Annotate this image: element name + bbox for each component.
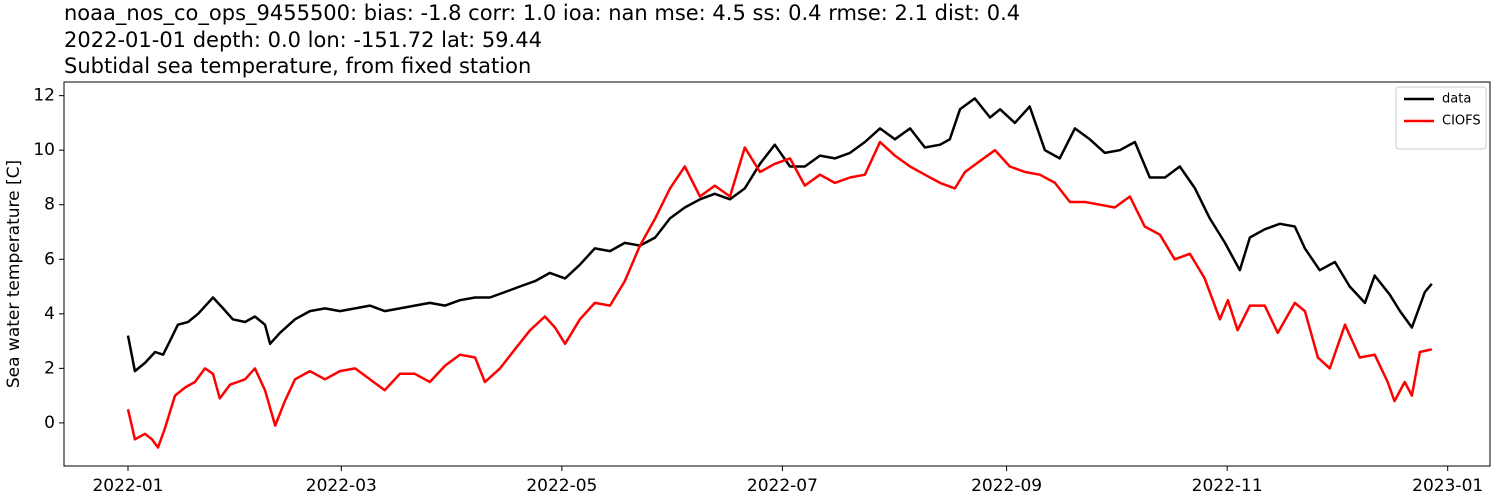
x-tick-label: 2022-09 bbox=[971, 476, 1042, 496]
legend-label: data bbox=[1442, 92, 1471, 107]
plot-frame bbox=[63, 81, 1491, 467]
data-line bbox=[126, 97, 1433, 373]
chart-subtitle: 2022-01-01 depth: 0.0 lon: -151.72 lat: … bbox=[64, 28, 542, 52]
y-tick-label: 10 bbox=[33, 140, 55, 160]
y-tick-label: 4 bbox=[44, 304, 55, 324]
data-line bbox=[126, 140, 1433, 449]
x-tick-label: 2022-03 bbox=[306, 476, 377, 496]
x-tick-label: 2022-05 bbox=[526, 476, 597, 496]
y-tick-label: 8 bbox=[44, 195, 55, 215]
chart-subtitle: Subtidal sea temperature, from fixed sta… bbox=[64, 54, 531, 78]
x-tick-label: 2023-01 bbox=[1412, 476, 1483, 496]
y-tick-label: 0 bbox=[44, 413, 55, 433]
legend-label: CIOFS bbox=[1442, 114, 1481, 129]
y-tick-label: 6 bbox=[44, 249, 55, 269]
y-tick-label: 12 bbox=[33, 86, 55, 106]
y-axis-label: Sea water temperature [C] bbox=[4, 160, 24, 388]
y-tick-label: 2 bbox=[44, 358, 55, 378]
legend-box bbox=[1395, 86, 1487, 150]
x-tick-label: 2022-07 bbox=[747, 476, 818, 496]
x-tick-label: 2022-11 bbox=[1192, 476, 1263, 496]
x-tick-label: 2022-01 bbox=[92, 476, 163, 496]
chart-title: noaa_nos_co_ops_9455500: bias: -1.8 corr… bbox=[64, 1, 1020, 26]
